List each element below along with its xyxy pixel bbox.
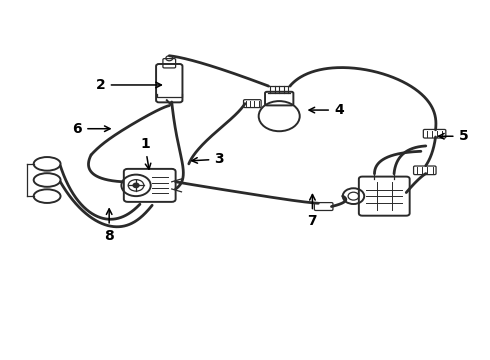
Text: 3: 3 xyxy=(192,152,224,166)
Text: 4: 4 xyxy=(309,103,343,117)
Text: 1: 1 xyxy=(140,137,151,169)
Circle shape xyxy=(133,183,139,188)
Text: 2: 2 xyxy=(96,78,161,92)
Text: 8: 8 xyxy=(104,209,114,243)
Text: 7: 7 xyxy=(308,194,317,228)
Text: 6: 6 xyxy=(73,122,110,136)
Text: 5: 5 xyxy=(439,129,468,143)
